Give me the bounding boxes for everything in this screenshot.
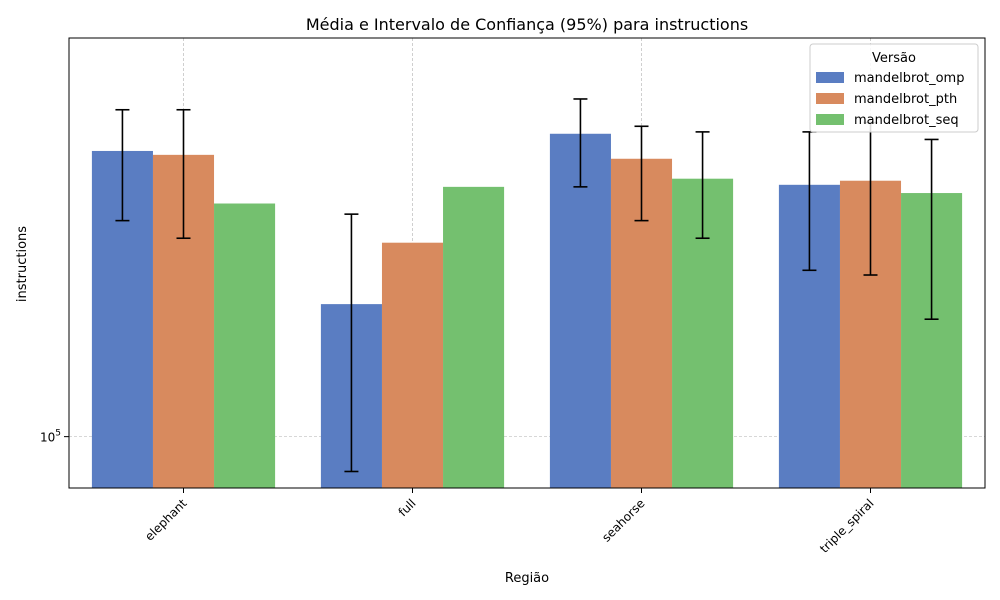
legend-box [809,43,979,133]
legend-label: mandelbrot_omp [854,71,964,86]
legend-swatch [816,93,844,104]
legend-title: Versão [872,51,916,66]
x-axis-label: Região [505,571,549,586]
legend-label: mandelbrot_seq [854,113,959,128]
error-bar [176,108,191,240]
legend-label: mandelbrot_pth [854,92,957,107]
y-axis-ticks: 105 [40,429,69,445]
y-tick-label: 105 [40,429,61,445]
legend-items: mandelbrot_omp mandelbrot_pth mandelbrot_s… [816,71,964,128]
bar-mandelbrot_seq-elephant [214,203,276,488]
chart-title: Média e Intervalo de Confiança (95%) par… [306,15,748,34]
legend-item-mandelbrot_pth: mandelbrot_pth [816,92,957,107]
y-axis-label: instructions [15,226,30,302]
legend-item-mandelbrot_seq: mandelbrot_seq [816,113,959,128]
error-bar [344,213,359,473]
legend-item-mandelbrot_omp: mandelbrot_omp [816,71,964,86]
legend-swatch [816,114,844,125]
bar-mandelbrot_pth-full [381,242,444,488]
error-bar [634,125,649,222]
bar-mandelbrot_omp-seahorse [549,133,611,488]
error-bars [115,98,939,473]
plot-area-frame [68,37,986,489]
error-bar [695,131,710,240]
bar-mandelbrot_seq-full [443,186,505,488]
legend-swatch [816,72,844,83]
error-bar [573,98,588,188]
legend: Versão mandelbrot_ompmandelbrot_pthmande… [809,43,979,133]
error-bar [924,138,939,321]
error-bar [115,108,130,222]
